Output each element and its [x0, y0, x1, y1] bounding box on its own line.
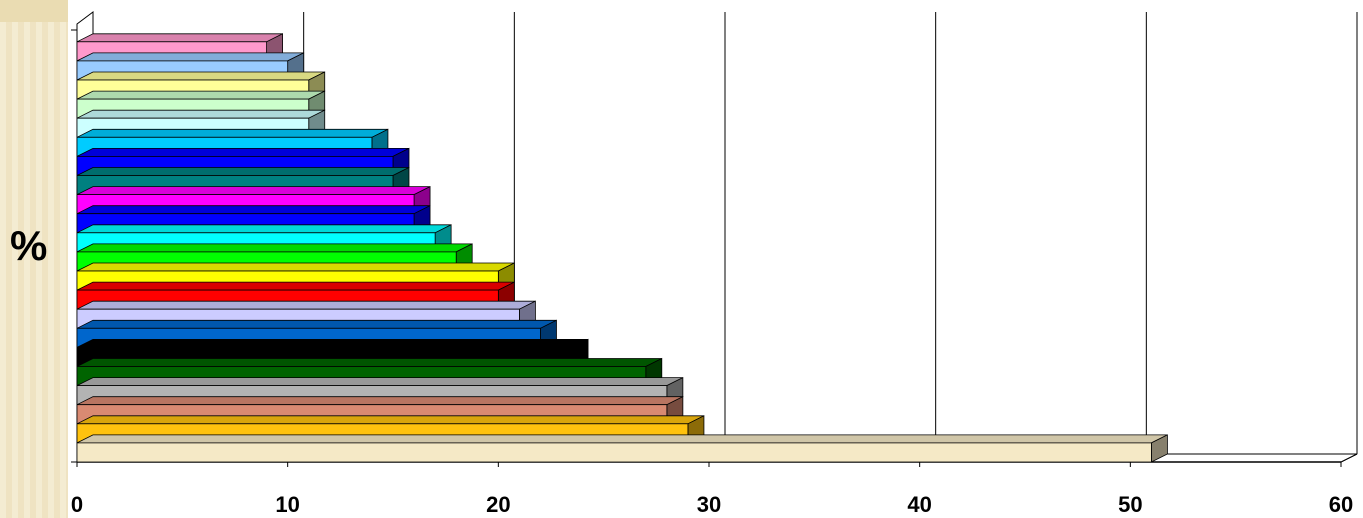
bar-top-face: [76, 205, 431, 215]
x-tick-label-0: 0: [71, 492, 83, 517]
bar-1: [76, 434, 1168, 463]
tick-label-layer: 0 10 20 30 40 50 60: [71, 492, 1353, 517]
bar-top-face: [76, 109, 325, 119]
bar-top-face: [76, 281, 515, 291]
bar-top-face: [76, 319, 557, 329]
x-tick-label-60: 60: [1329, 492, 1353, 517]
x-tick-label-50: 50: [1118, 492, 1142, 517]
bar-top-face: [76, 224, 452, 234]
y-axis-label: %: [10, 222, 48, 269]
bar-top-face: [76, 52, 304, 62]
bar-top-face: [76, 167, 410, 176]
bar-top-face: [76, 338, 589, 348]
bar-top-face: [76, 147, 410, 157]
bar-top-face: [76, 71, 325, 81]
bar-top-face: [76, 396, 684, 406]
x-tick-label-20: 20: [486, 492, 510, 517]
bar-top-face: [76, 90, 325, 100]
x-tick-label-10: 10: [275, 492, 299, 517]
bar-top-face: [76, 262, 515, 272]
bar-top-face: [76, 128, 389, 138]
bar-top-face: [76, 415, 705, 425]
side-decoration-top: [0, 0, 68, 22]
bar-top-face: [76, 434, 1168, 444]
bar-top-face: [76, 33, 283, 43]
bar-layer: [76, 33, 1168, 463]
bar-top-face: [76, 243, 473, 253]
x-tick-label-30: 30: [697, 492, 721, 517]
x-tick-label-40: 40: [907, 492, 931, 517]
bar-front-face: [76, 442, 1152, 463]
side-decoration-band: [0, 0, 68, 518]
bar-top-face: [76, 358, 662, 367]
bar-top-face: [76, 300, 536, 310]
bar-top-face: [76, 186, 431, 196]
bar-top-face: [76, 377, 684, 387]
